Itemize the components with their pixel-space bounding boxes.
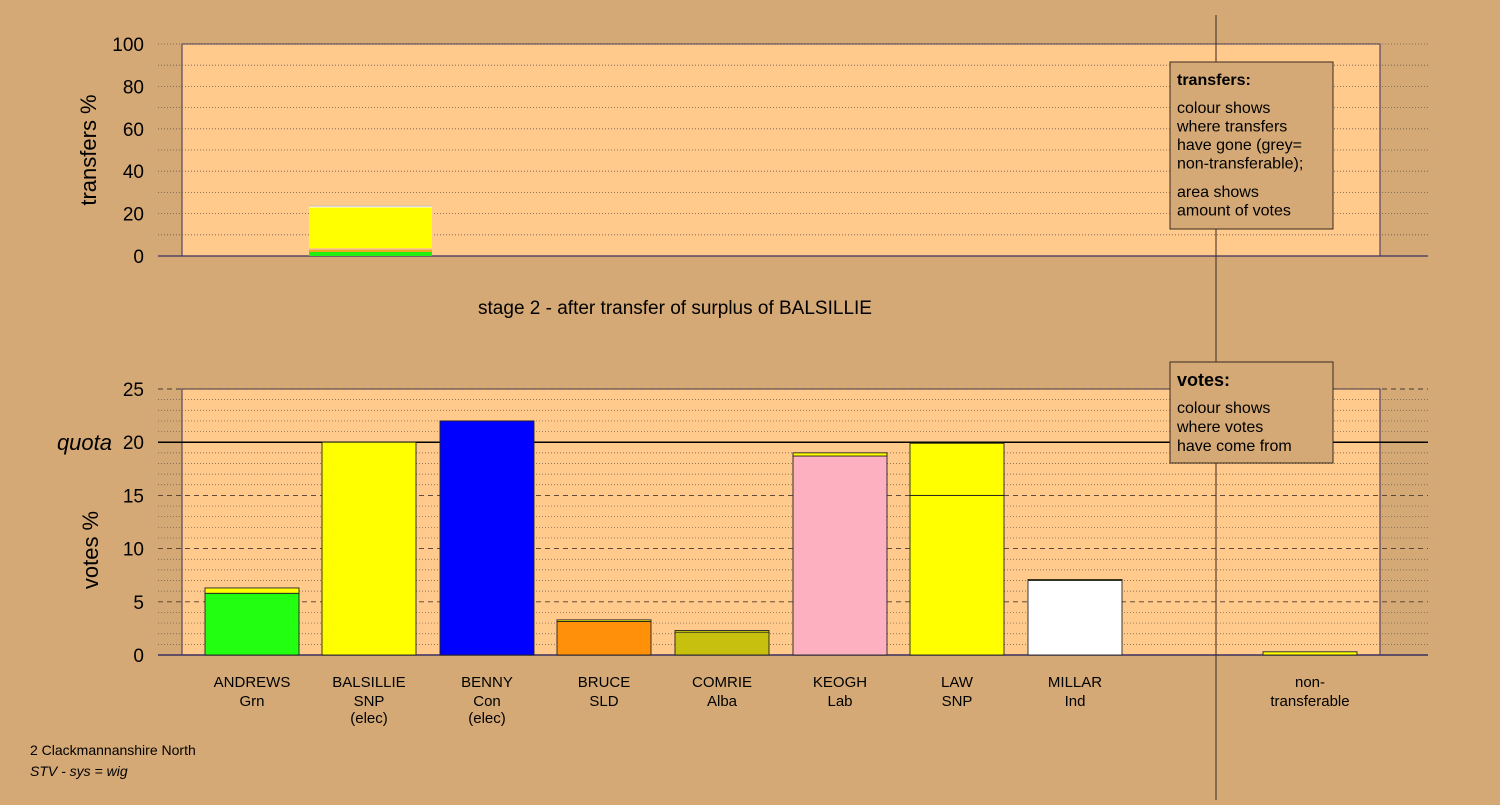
votes-y-tick-label: 0 [133,646,144,667]
vote-bar-segment [674,631,770,656]
transfers-y-axis-label: transfers % [76,94,101,205]
quota-tick-label: 20 [123,433,144,454]
vote-bar-segment [1262,651,1358,656]
nontransferable-label-line2: transferable [1270,693,1349,710]
nontransferable-label-line1: non- [1295,674,1325,691]
transfers-legend-line: colour shows [1177,100,1270,117]
candidate-party-label: Ind [1065,693,1086,710]
transfers-y-tick-label: 60 [123,120,144,141]
vote-bar-segment [204,592,300,656]
candidate-name-label: KEOGH [813,674,867,691]
transfers-legend-box [1169,61,1334,230]
transfers-y-tick-label: 100 [112,35,144,56]
vote-bar-segment [909,494,1005,656]
transfer-bar-segment [309,250,432,252]
vote-bar-segment [1027,579,1123,581]
votes-y-axis-label: votes % [78,511,103,589]
candidate-name-label: BENNY [461,674,513,691]
transfers-legend-line: non-transferable); [1177,156,1303,173]
votes-y-tick-label: 10 [123,540,144,561]
candidate-name-label: BALSILLIE [332,674,405,691]
candidate-name-label: BRUCE [578,674,631,691]
candidate-party-label: SNP [942,693,973,710]
candidate-name-label: MILLAR [1048,674,1102,691]
candidate-party-label: Alba [707,693,738,710]
votes-legend-box [1169,361,1334,464]
candidate-party-label: SLD [589,693,618,710]
transfer-bar-segment [309,251,432,256]
transfers-y-tick-label: 20 [123,205,144,226]
vote-bar-segment [674,630,770,633]
candidate-name-label: ANDREWS [214,674,291,691]
transfers-legend-title: transfers: [1177,72,1251,89]
candidate-party-label: Lab [827,693,852,710]
vote-bar-segment [204,587,300,594]
transfer-bar-segment [309,206,432,208]
candidate-status-label: (elec) [468,710,506,727]
candidate-name-label: COMRIE [692,674,752,691]
vote-bar-segment [321,441,417,656]
transfers-legend-line: have gone (grey= [1177,137,1302,154]
transfers-legend-line: amount of votes [1177,203,1291,220]
transfers-y-tick-label: 0 [133,247,144,268]
stage-title: stage 2 - after transfer of surplus of B… [478,298,872,319]
quota-label: quota [57,430,112,455]
vote-bar-segment [792,455,888,656]
votes-y-tick-label: 5 [133,593,144,614]
candidate-party-label: Con [473,693,501,710]
vote-bar-segment [1027,580,1123,656]
votes-legend-line: colour shows [1177,400,1270,417]
votes-y-tick-label: 25 [123,380,144,401]
vote-bar-segment [556,621,652,656]
votes-legend-line: have come from [1177,438,1292,455]
votes-legend-line: where votes [1176,419,1263,436]
transfers-y-tick-label: 40 [123,162,144,183]
transfers-legend-line: where transfers [1176,119,1287,136]
constituency-label: 2 Clackmannanshire North [30,742,196,758]
candidate-status-label: (elec) [350,710,388,727]
system-label: STV - sys = wig [30,763,128,779]
votes-y-tick-label: 15 [123,486,144,507]
votes-legend-title: votes: [1177,370,1230,390]
vote-bar-segment [556,619,652,622]
vote-bar-segment [792,452,888,457]
transfer-bar-segment [309,205,432,207]
vote-bar-segment [439,420,535,656]
transfers-legend-line: area shows [1177,184,1259,201]
candidate-party-label: SNP [354,693,385,710]
transfer-bar-segment [309,249,432,251]
transfer-bar-segment [309,207,432,249]
transfers-y-tick-label: 80 [123,77,144,98]
candidate-name-label: LAW [941,674,974,691]
vote-bar-segment [909,442,1005,496]
transfer-bar-segment [309,248,432,250]
candidate-party-label: Grn [239,693,264,710]
